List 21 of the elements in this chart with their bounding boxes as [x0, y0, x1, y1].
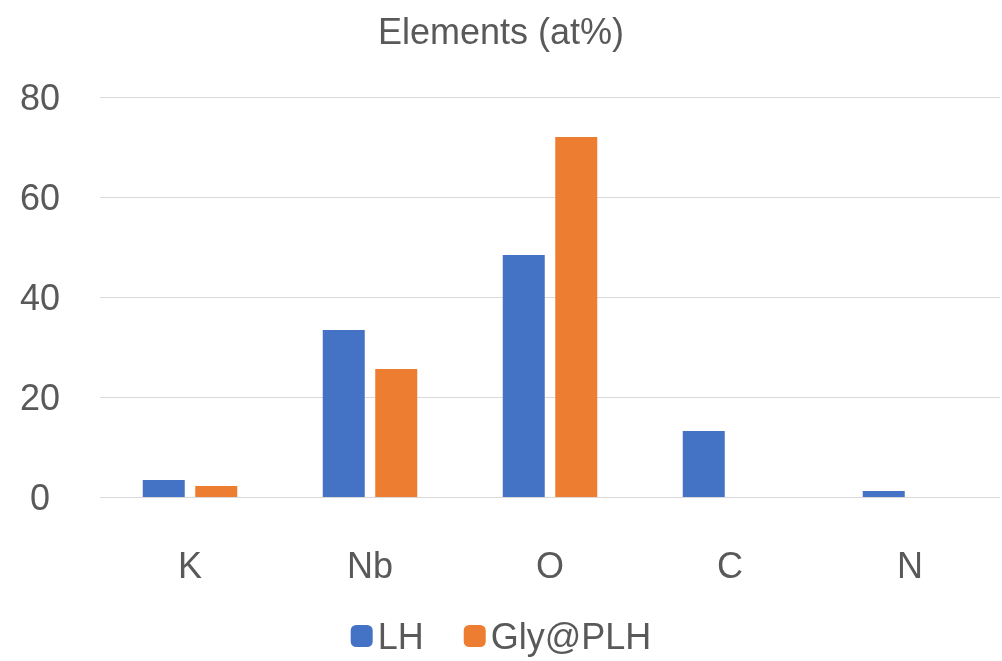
x-tick-label: C: [717, 544, 743, 586]
x-tick-label: O: [535, 544, 565, 586]
chart-title: Elements (at%): [377, 10, 625, 52]
y-tick-label: 0: [29, 476, 51, 518]
bar: [195, 486, 238, 497]
bar: [682, 431, 725, 497]
y-tick-label: 60: [19, 176, 61, 218]
x-tick-label: Nb: [346, 544, 394, 586]
legend-label: LH: [377, 615, 424, 657]
bar: [862, 491, 905, 497]
y-tick-label: 20: [19, 376, 61, 418]
bar: [322, 330, 365, 497]
bar: [142, 480, 185, 497]
y-tick-label: 80: [19, 76, 61, 118]
bar: [502, 255, 545, 497]
bar: [555, 137, 598, 497]
x-tick-label: K: [177, 544, 203, 586]
bar: [375, 369, 418, 497]
legend-label: Gly@PLH: [490, 615, 652, 657]
y-tick-label: 40: [19, 276, 61, 318]
x-tick-label: N: [897, 544, 923, 586]
